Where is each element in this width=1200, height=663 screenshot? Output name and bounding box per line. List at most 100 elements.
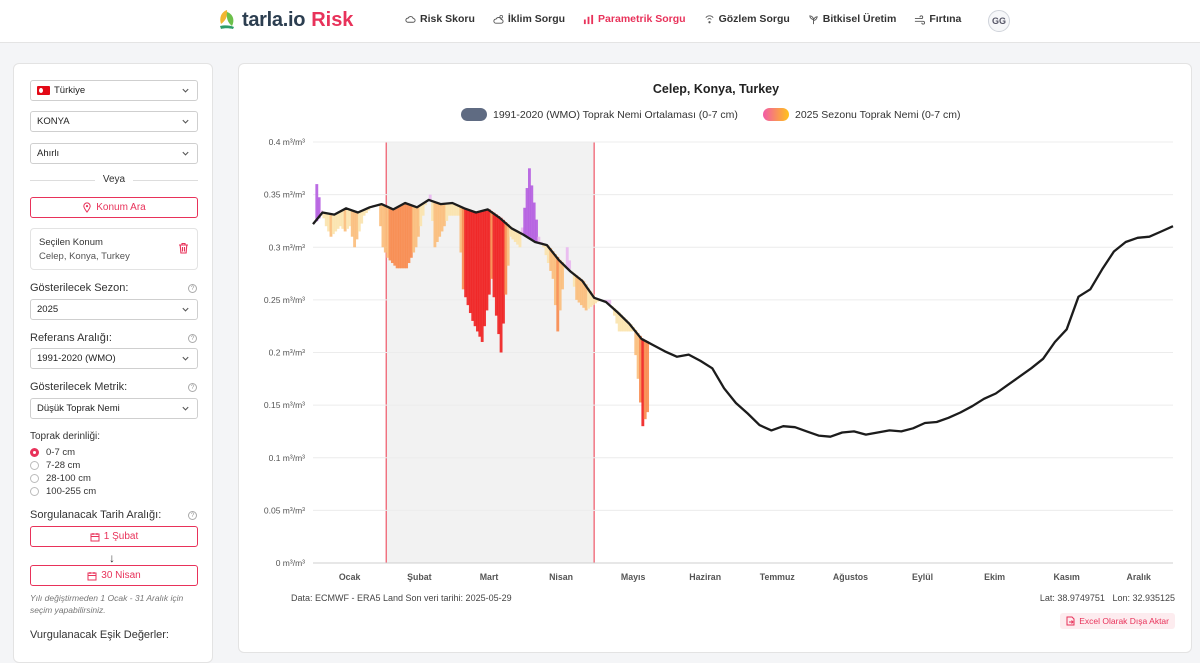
chart-panel: Celep, Konya, Turkey 1991-2020 (WMO) Top… [238, 63, 1192, 653]
date-start-button[interactable]: 1 Şubat [30, 526, 198, 547]
district-value: Ahırlı [37, 148, 59, 159]
y-tick-label: 0.4 m³/m³ [269, 137, 306, 147]
x-tick-label: Eylül [912, 572, 933, 582]
season-select[interactable]: 2025 [30, 299, 198, 320]
depth-option-label: 7-28 cm [46, 460, 80, 471]
nav-label: İklim Sorgu [508, 13, 565, 25]
depth-option-28-100[interactable]: 28-100 cm [30, 472, 100, 485]
season-label: Gösterilecek Sezon: [30, 282, 128, 294]
trash-icon[interactable] [178, 242, 189, 254]
x-tick-label: Temmuz [760, 572, 796, 582]
date-range-note: Yılı değiştirmeden 1 Ocak - 31 Aralık iç… [30, 592, 200, 616]
location-search-button[interactable]: Konum Ara [30, 197, 198, 218]
radio-icon [30, 487, 39, 496]
x-tick-label: Haziran [689, 572, 721, 582]
y-tick-label: 0.1 m³/m³ [269, 453, 306, 463]
selected-location-value: Celep, Konya, Turkey [39, 251, 189, 262]
selected-location-card: Seçilen Konum Celep, Konya, Turkey [30, 228, 198, 270]
y-tick-label: 0.35 m³/m³ [264, 190, 305, 200]
nav-parametrik-sorgu[interactable]: Parametrik Sorgu [583, 13, 686, 25]
country-select[interactable]: Türkiye [30, 80, 198, 101]
x-tick-label: Kasım [1053, 572, 1080, 582]
map-pin-icon [82, 202, 92, 213]
logo[interactable]: tarla.io Risk [216, 8, 353, 32]
nav-label: Bitkisel Üretim [823, 13, 897, 25]
y-tick-label: 0.3 m³/m³ [269, 242, 306, 252]
x-tick-label: Mart [480, 572, 499, 582]
nav-label: Gözlem Sorgu [719, 13, 790, 25]
country-value: Türkiye [54, 85, 85, 96]
soil-moisture-chart: 0 m³/m³ 0.05 m³/m³ 0.1 m³/m³ 0.15 m³/m³ 0.2 … [239, 64, 1193, 584]
data-source: Data: ECMWF - ERA5 Land Son veri tarihi:… [291, 593, 512, 603]
province-value: KONYA [37, 116, 70, 127]
help-icon[interactable]: ? [188, 284, 197, 293]
excel-export-button[interactable]: Excel Olarak Dışa Aktar [1060, 613, 1175, 629]
radio-selected-icon [30, 448, 39, 457]
user-avatar[interactable]: GG [988, 10, 1010, 32]
location-search-label: Konum Ara [96, 202, 145, 213]
x-tick-label: Aralık [1127, 572, 1152, 582]
nav-iklim-sorgu[interactable]: İklim Sorgu [493, 13, 565, 25]
date-range-label: Sorgulanacak Tarih Aralığı: [30, 509, 161, 521]
coordinates: Lat: 38.9749751 Lon: 32.935125 [1040, 593, 1175, 603]
metric-select[interactable]: Düşük Toprak Nemi [30, 398, 198, 419]
leaf-logo-icon [216, 8, 238, 32]
nav-label: Risk Skoru [420, 13, 475, 25]
nav-risk-skoru[interactable]: Risk Skoru [405, 13, 475, 25]
help-icon[interactable]: ? [188, 511, 197, 520]
logo-accent-text: Risk [311, 9, 353, 32]
reference-label: Referans Aralığı: [30, 332, 112, 344]
help-icon[interactable]: ? [188, 334, 197, 343]
district-select[interactable]: Ahırlı [30, 143, 198, 164]
x-tick-label: Ekim [984, 572, 1005, 582]
nav-bitkisel-uretim[interactable]: Bitkisel Üretim [808, 13, 897, 25]
excel-export-label: Excel Olarak Dışa Aktar [1079, 616, 1169, 626]
cloud-sun-icon [493, 14, 504, 25]
season-anomaly-bar [422, 204, 425, 215]
depth-option-label: 0-7 cm [46, 447, 75, 458]
chevron-down-icon [181, 86, 190, 95]
x-tick-label: Mayıs [621, 572, 646, 582]
date-end-label: 30 Nisan [101, 570, 140, 581]
calendar-icon [87, 571, 97, 581]
cloud-icon [405, 14, 416, 25]
nav-firtina[interactable]: Fırtına [914, 13, 961, 25]
depth-option-label: 28-100 cm [46, 473, 91, 484]
logo-main-text: tarla.io [242, 9, 305, 32]
radio-icon [30, 461, 39, 470]
x-tick-label: Ocak [339, 572, 361, 582]
or-divider: Veya [30, 174, 198, 185]
selected-location-title: Seçilen Konum [39, 237, 189, 248]
nav-label: Parametrik Sorgu [598, 13, 686, 25]
chevron-down-icon [181, 404, 190, 413]
province-select[interactable]: KONYA [30, 111, 198, 132]
plant-icon [808, 14, 819, 25]
y-tick-label: 0 m³/m³ [276, 558, 305, 568]
x-tick-label: Nisan [549, 572, 573, 582]
soil-depth-label: Toprak derinliği: [30, 431, 100, 442]
arrow-down-icon: ↓ [109, 551, 115, 565]
depth-option-100-255[interactable]: 100-255 cm [30, 485, 100, 498]
or-label: Veya [95, 174, 133, 185]
wind-icon [914, 14, 925, 25]
soil-depth-group: Toprak derinliği: 0-7 cm 7-28 cm 28-100 … [30, 431, 100, 498]
depth-option-0-7[interactable]: 0-7 cm [30, 446, 100, 459]
top-navigation-bar: tarla.io Risk Risk Skoru İklim Sorgu Par… [0, 0, 1200, 43]
sensor-icon [704, 14, 715, 25]
reference-select[interactable]: 1991-2020 (WMO) [30, 348, 198, 369]
nav-gozlem-sorgu[interactable]: Gözlem Sorgu [704, 13, 790, 25]
season-anomaly-bar [568, 260, 571, 269]
depth-option-7-28[interactable]: 7-28 cm [30, 459, 100, 472]
y-tick-label: 0.2 m³/m³ [269, 348, 306, 358]
y-tick-label: 0.05 m³/m³ [264, 505, 305, 515]
y-tick-label: 0.25 m³/m³ [264, 295, 305, 305]
season-anomaly-bar [646, 341, 649, 412]
depth-option-label: 100-255 cm [46, 486, 96, 497]
help-icon[interactable]: ? [188, 383, 197, 392]
y-tick-label: 0.15 m³/m³ [264, 400, 305, 410]
season-value: 2025 [37, 304, 58, 315]
metric-label: Gösterilecek Metrik: [30, 381, 127, 393]
turkey-flag-icon [37, 86, 50, 95]
date-end-button[interactable]: 30 Nisan [30, 565, 198, 586]
longitude: Lon: 32.935125 [1112, 593, 1175, 603]
